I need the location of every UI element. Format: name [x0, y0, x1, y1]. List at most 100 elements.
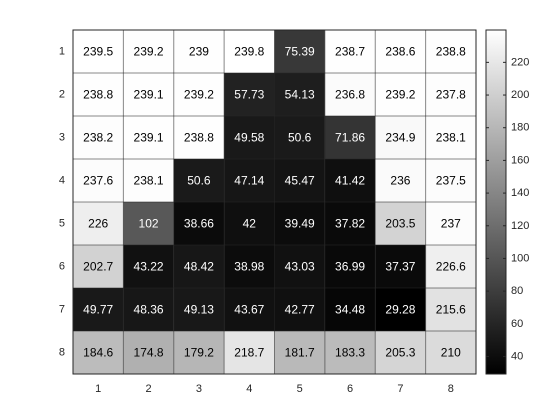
- heatmap-cell: [123, 331, 174, 374]
- heatmap-cell: [274, 202, 325, 245]
- cell-label: 36.99: [335, 260, 365, 274]
- heatmap-cell: [173, 73, 225, 116]
- x-tick-label: 4: [246, 383, 252, 395]
- heatmap-cell: [123, 202, 174, 245]
- colorbar-tick-label: 80: [511, 285, 523, 297]
- cell-label: 39.49: [285, 217, 315, 231]
- cell-label: 236.8: [335, 88, 365, 102]
- heatmap-cell: [73, 245, 124, 288]
- heatmap-cell: [173, 245, 225, 288]
- colorbar-tick-label: 160: [511, 154, 529, 166]
- heatmap-cell: [324, 331, 376, 374]
- cell-label: 205.3: [385, 346, 415, 360]
- cell-label: 34.48: [335, 303, 365, 317]
- cell-label: 237.5: [436, 174, 466, 188]
- y-tick-label: 4: [59, 175, 65, 187]
- colorbar-tick-label: 100: [511, 252, 529, 264]
- y-tick-label: 6: [59, 261, 65, 273]
- cell-label: 218.7: [234, 346, 264, 360]
- cell-label: 179.2: [184, 346, 214, 360]
- x-tick-label: 6: [347, 383, 353, 395]
- cell-label: 202.7: [83, 260, 113, 274]
- cell-label: 37.82: [335, 217, 365, 231]
- x-tick-label: 1: [95, 383, 101, 395]
- y-tick-label: 5: [59, 218, 65, 230]
- cell-label: 238.8: [184, 131, 214, 145]
- cell-label: 234.9: [385, 131, 415, 145]
- heatmap-cell: [425, 159, 476, 202]
- colorbar-gradient: [485, 29, 507, 375]
- heatmap-cell: [425, 288, 476, 331]
- heatmap-cell: [224, 331, 275, 374]
- colorbar: 40 60 80 100 120 140 160 180 200 220: [485, 29, 529, 375]
- cell-label: 203.5: [385, 217, 415, 231]
- heatmap-cell: [274, 331, 325, 374]
- cell-label: 41.42: [335, 174, 365, 188]
- cell-label: 238.1: [134, 174, 164, 188]
- heatmap-cell: [274, 288, 325, 331]
- cell-label: 71.86: [335, 131, 365, 145]
- cell-label: 29.28: [385, 303, 415, 317]
- colorbar-tick-label: 60: [511, 318, 523, 330]
- colorbar-tick-label: 200: [511, 89, 529, 101]
- heatmap-cell: [375, 159, 426, 202]
- cell-label: 47.14: [234, 174, 264, 188]
- x-tick-label: 8: [448, 383, 454, 395]
- y-tick-label: 1: [59, 46, 65, 58]
- heatmap-cell: [73, 288, 124, 331]
- cell-label: 37.37: [385, 260, 415, 274]
- cell-label: 50.6: [288, 131, 312, 145]
- cell-label: 75.39: [285, 45, 315, 59]
- cell-label: 102: [139, 217, 159, 231]
- heatmap-cell: [224, 116, 275, 159]
- heatmap-cell: [224, 245, 275, 288]
- colorbar-tick-label: 220: [511, 56, 529, 68]
- cell-label: 239: [189, 45, 209, 59]
- cell-label: 54.13: [285, 88, 315, 102]
- heatmap-cell: [123, 116, 174, 159]
- cell-label: 45.47: [285, 174, 315, 188]
- heatmap-cell: [324, 73, 376, 116]
- cell-label: 184.6: [83, 346, 113, 360]
- cell-label: 239.2: [134, 45, 164, 59]
- heatmap-cell: [274, 116, 325, 159]
- heatmap-cell: [375, 331, 426, 374]
- x-tick-label: 2: [146, 383, 152, 395]
- plot-border: [72, 29, 477, 375]
- cell-label: 239.2: [184, 88, 214, 102]
- heatmap-cell: [425, 331, 476, 374]
- cell-label: 236: [390, 174, 410, 188]
- y-tick-label: 3: [59, 132, 65, 144]
- heatmap-cell: [274, 30, 325, 73]
- heatmap-cell: [173, 159, 225, 202]
- heatmap-axes: 1 2 3 4 5 6 7 8 1 2 3 4 5 6 7 8: [59, 29, 477, 395]
- cell-label: 49.13: [184, 303, 214, 317]
- heatmap-cell: [173, 331, 225, 374]
- cell-label: 238.1: [436, 131, 466, 145]
- cell-label: 183.3: [335, 346, 365, 360]
- heatmap-cell: [425, 202, 476, 245]
- cell-label: 49.77: [83, 303, 113, 317]
- cell-label: 43.67: [234, 303, 264, 317]
- y-tick-label: 8: [59, 347, 65, 359]
- cell-label: 43.22: [134, 260, 164, 274]
- heatmap-cell: [123, 245, 174, 288]
- heatmap-cell: [173, 30, 225, 73]
- heatmap-cell: [375, 73, 426, 116]
- colorbar-tick-label: 180: [511, 122, 529, 134]
- colorbar-tick-label: 140: [511, 187, 529, 199]
- heatmap-cell: [324, 159, 376, 202]
- heatmap-cell: [224, 288, 275, 331]
- cell-label: 237.6: [83, 174, 113, 188]
- heatmap-cell: [123, 159, 174, 202]
- cell-label: 174.8: [134, 346, 164, 360]
- cell-label: 38.66: [184, 217, 214, 231]
- heatmap-cell: [173, 116, 225, 159]
- cell-label: 226: [88, 217, 108, 231]
- cell-label: 239.2: [385, 88, 415, 102]
- heatmap-cell: [123, 30, 174, 73]
- cell-label: 181.7: [285, 346, 315, 360]
- cell-label: 237: [441, 217, 461, 231]
- cell-label: 38.98: [234, 260, 264, 274]
